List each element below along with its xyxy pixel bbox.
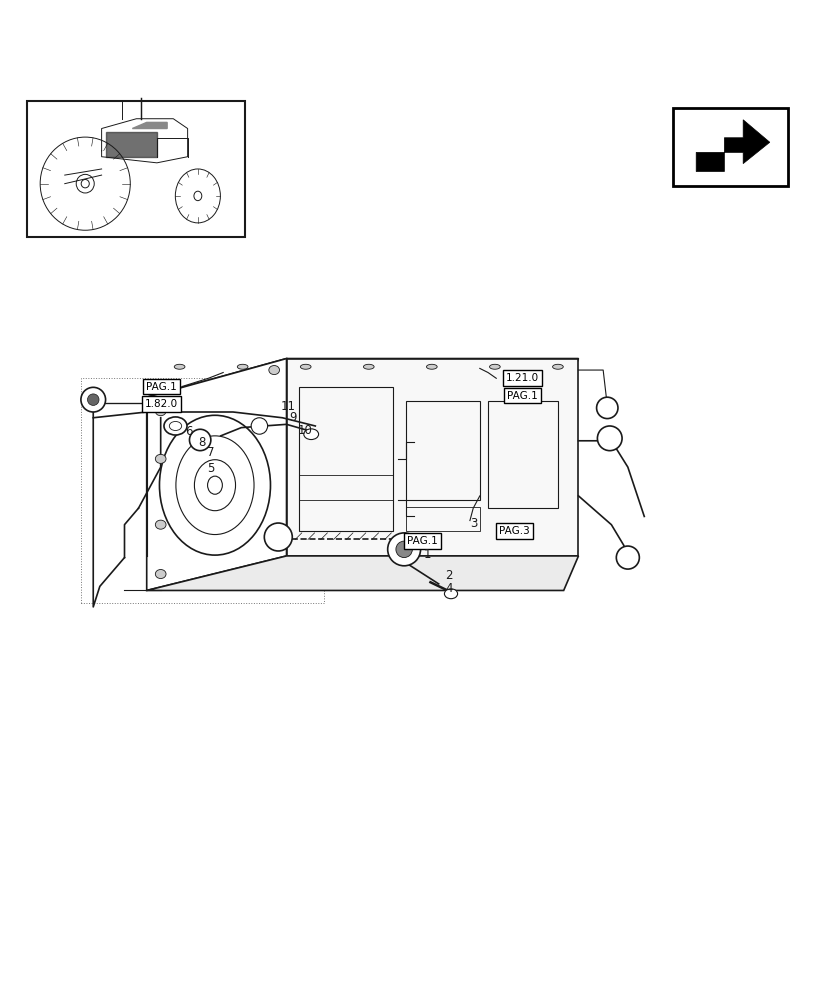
Ellipse shape (444, 589, 457, 599)
Polygon shape (146, 359, 578, 397)
Ellipse shape (81, 179, 89, 188)
Circle shape (596, 397, 617, 419)
Ellipse shape (155, 569, 166, 579)
Bar (672, 108, 787, 186)
Circle shape (597, 426, 621, 451)
Circle shape (251, 418, 267, 434)
Ellipse shape (155, 407, 166, 416)
Polygon shape (106, 132, 156, 157)
Ellipse shape (175, 169, 220, 223)
Bar (487, 401, 557, 508)
Ellipse shape (160, 415, 270, 555)
Bar (405, 507, 479, 531)
Ellipse shape (304, 429, 318, 440)
Text: 5: 5 (207, 462, 214, 475)
Circle shape (615, 546, 638, 569)
Bar (299, 387, 393, 531)
Polygon shape (132, 122, 167, 129)
Bar (27, 101, 245, 237)
Text: 3: 3 (470, 517, 476, 530)
Ellipse shape (489, 364, 500, 369)
Text: 7: 7 (207, 446, 214, 459)
Polygon shape (146, 359, 286, 590)
Text: 4: 4 (445, 582, 452, 595)
Ellipse shape (426, 364, 437, 369)
Text: PAG.1: PAG.1 (146, 382, 177, 392)
Circle shape (81, 387, 106, 412)
Ellipse shape (363, 364, 374, 369)
Polygon shape (696, 120, 769, 172)
Text: PAG.1: PAG.1 (507, 391, 538, 401)
Text: 2: 2 (445, 569, 452, 582)
Circle shape (395, 541, 412, 558)
Text: 9: 9 (289, 411, 296, 424)
Ellipse shape (208, 476, 222, 494)
Polygon shape (286, 359, 578, 556)
Text: PAG.3: PAG.3 (499, 526, 529, 536)
Text: 10: 10 (297, 424, 312, 437)
Ellipse shape (237, 364, 248, 369)
Circle shape (88, 394, 99, 405)
Text: PAG.1: PAG.1 (406, 536, 437, 546)
Ellipse shape (164, 417, 187, 435)
Ellipse shape (174, 364, 184, 369)
Ellipse shape (300, 364, 311, 369)
Ellipse shape (155, 520, 166, 529)
Circle shape (264, 523, 292, 551)
Text: 11: 11 (280, 400, 295, 413)
Text: 6: 6 (185, 425, 193, 438)
Polygon shape (146, 556, 578, 590)
Ellipse shape (269, 541, 280, 550)
Ellipse shape (552, 364, 562, 369)
Ellipse shape (269, 366, 280, 375)
Text: 1.82.0: 1.82.0 (145, 399, 178, 409)
Text: 1: 1 (423, 548, 431, 561)
Bar (405, 401, 479, 500)
Text: 1.21.0: 1.21.0 (505, 373, 538, 383)
Ellipse shape (41, 137, 130, 230)
Ellipse shape (155, 454, 166, 463)
Text: 8: 8 (198, 436, 206, 449)
Circle shape (189, 429, 211, 451)
Circle shape (387, 533, 420, 566)
